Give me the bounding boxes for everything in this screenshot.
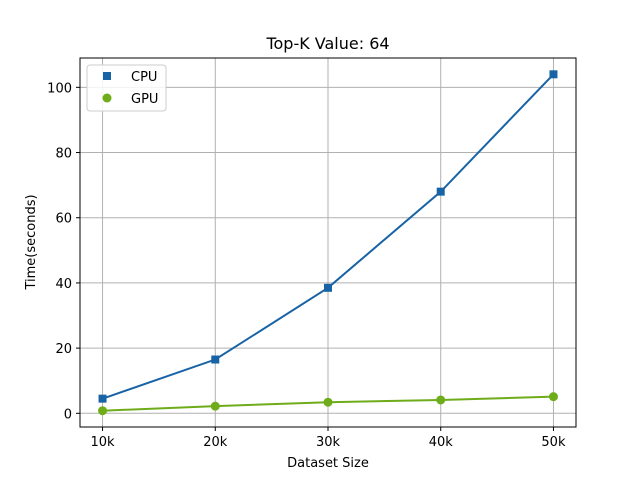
legend: CPU GPU — [86, 64, 167, 112]
series-layer — [98, 70, 558, 416]
data-point-gpu — [210, 401, 220, 411]
legend-marker-cpu — [103, 72, 111, 80]
x-tick-label: 50k — [541, 435, 566, 450]
data-point-gpu — [548, 392, 558, 402]
legend-label-cpu: CPU — [131, 70, 157, 85]
y-axis-ticks: 0 20 40 60 80 100 — [47, 81, 80, 422]
y-tick-label: 20 — [55, 342, 72, 357]
legend-label-gpu: GPU — [131, 92, 158, 107]
y-tick-label: 40 — [55, 277, 72, 292]
data-point-cpu — [98, 394, 107, 403]
x-axis-label: Dataset Size — [287, 456, 369, 471]
chart-title: Top-K Value: 64 — [265, 34, 389, 53]
x-tick-label: 20k — [203, 435, 228, 450]
y-axis-label: Time(seconds) — [24, 194, 39, 290]
y-tick-label: 80 — [55, 147, 72, 162]
data-point-gpu — [323, 397, 333, 407]
y-tick-label: 60 — [55, 212, 72, 227]
data-point-cpu — [436, 187, 445, 196]
data-point-gpu — [436, 395, 446, 405]
x-axis-ticks: 10k 20k 30k 40k 50k — [91, 427, 566, 450]
x-tick-label: 30k — [316, 435, 341, 450]
data-point-cpu — [549, 70, 558, 79]
data-point-cpu — [211, 355, 220, 364]
x-tick-label: 40k — [429, 435, 454, 450]
x-tick-label: 10k — [91, 435, 116, 450]
y-tick-label: 100 — [47, 81, 72, 96]
data-point-cpu — [324, 283, 332, 292]
y-tick-label: 0 — [64, 407, 72, 422]
legend-marker-gpu — [102, 93, 112, 103]
grid — [80, 58, 576, 427]
data-point-gpu — [98, 406, 108, 416]
